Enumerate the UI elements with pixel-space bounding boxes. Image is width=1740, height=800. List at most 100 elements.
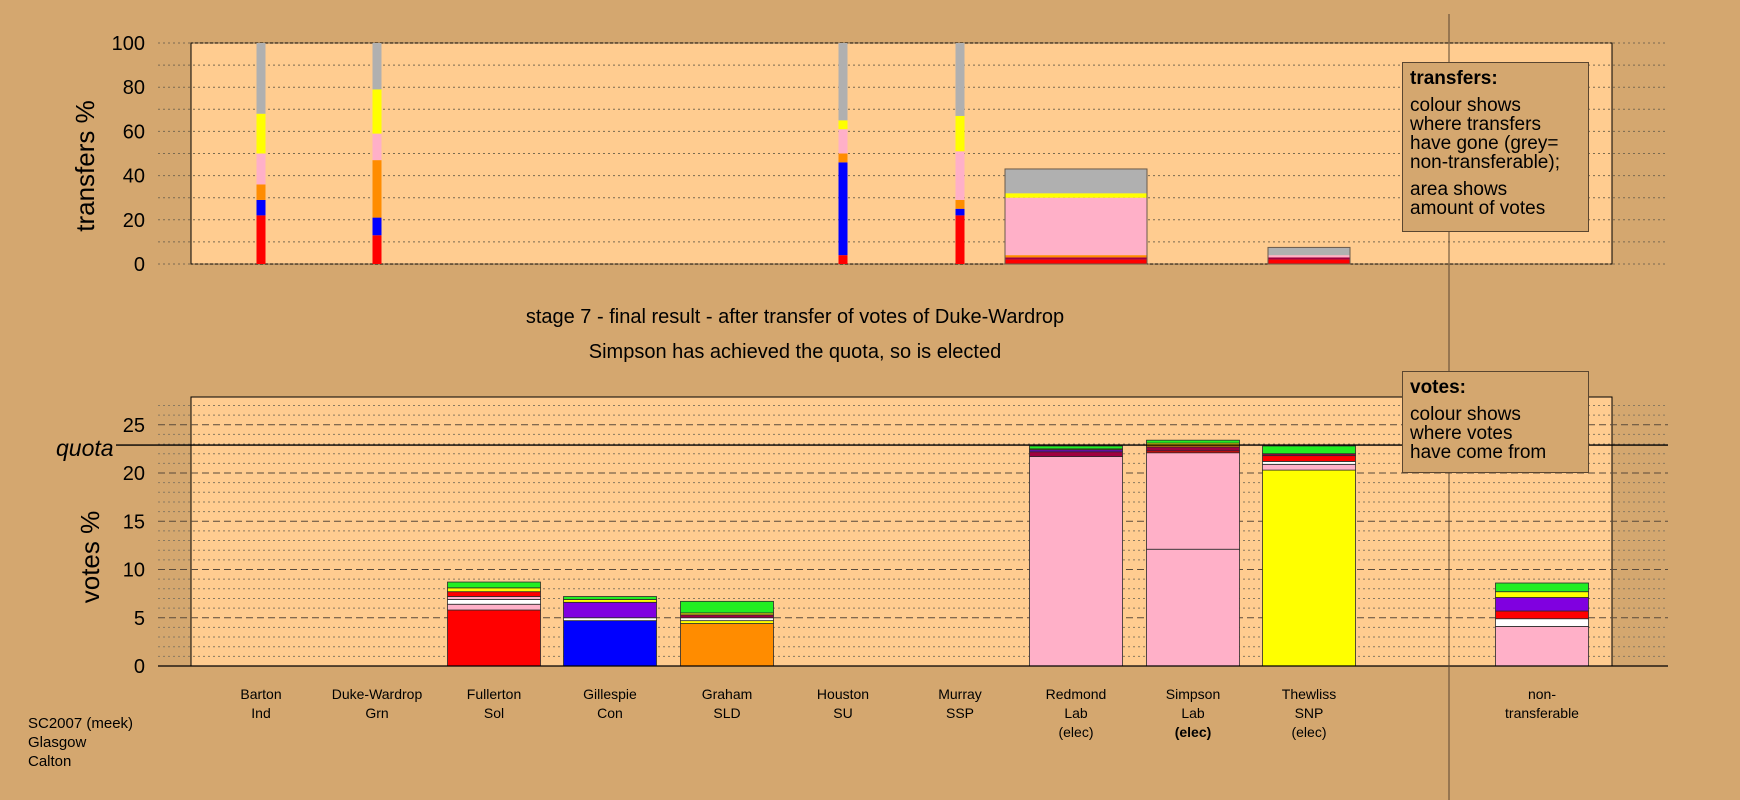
stage-subtitle: Simpson has achieved the quota, so is el…: [589, 341, 1001, 363]
transfer-segment: [955, 115, 965, 152]
votes-tick-label: 15: [123, 511, 145, 533]
candidate-name-label: Fullerton: [467, 686, 521, 702]
transfer-segment: [955, 43, 965, 116]
votes-legend-title: votes:: [1410, 377, 1466, 398]
vote-segment: [680, 623, 774, 667]
candidate-name-label: Barton: [240, 686, 281, 702]
votes-plot-area: [190, 396, 1613, 667]
transfers-plot-area: [190, 42, 1613, 265]
vote-segment: [1495, 626, 1589, 667]
transfers-axis-title: transfers %: [70, 100, 100, 232]
vote-segment: [1495, 591, 1589, 598]
votes-legend: votes: colour shows where votes have com…: [1402, 371, 1589, 473]
transfer-segment: [1005, 257, 1147, 260]
candidate-name-label: Thewliss: [1282, 686, 1336, 702]
transfer-segment: [372, 217, 382, 236]
transfers-legend: transfers: colour shows where transfers …: [1402, 62, 1589, 232]
transfer-segment: [1005, 197, 1147, 256]
transfer-segment: [1005, 255, 1147, 258]
source-line: SC2007 (meek): [28, 715, 134, 732]
transfers-tick-label: 40: [123, 166, 145, 188]
votes-legend-line: where votes: [1410, 423, 1513, 444]
transfer-segment: [256, 199, 266, 216]
candidate-party-label: Lab: [1064, 705, 1088, 721]
vote-segment: [1146, 452, 1240, 550]
transfer-segment: [256, 153, 266, 185]
vote-segment: [1146, 446, 1240, 452]
transfers-legend-line: non-transferable);: [1410, 152, 1560, 173]
candidate-party-label: Sol: [484, 705, 504, 721]
transfers-tick-label: 0: [134, 254, 145, 276]
transfer-segment: [838, 255, 848, 264]
candidate-name-label: Graham: [702, 686, 753, 702]
vote-segment: [1262, 445, 1356, 455]
transfer-segment: [1268, 259, 1350, 264]
votes-tick-label: 0: [134, 656, 145, 678]
transfers-tick-label: 100: [112, 33, 145, 55]
vote-segment: [447, 603, 541, 611]
vote-segment: [563, 601, 657, 619]
transfers-legend-line: amount of votes: [1410, 198, 1546, 219]
transfer-segment: [372, 133, 382, 161]
candidate-party-label: Lab: [1181, 705, 1205, 721]
candidate-labels: Barton Ind Duke-Wardrop Grn Fullerton Sol Gill…: [240, 686, 1579, 740]
votes-panel: 0 5 10 15 20 25: [116, 396, 1668, 678]
transfer-segment: [955, 215, 965, 264]
candidate-party-label: Ind: [251, 705, 270, 721]
transfer-segment: [256, 215, 266, 264]
vote-segment: [447, 591, 541, 597]
votes-axis-title: votes %: [75, 511, 105, 604]
transfers-tick-label: 80: [123, 77, 145, 99]
vote-segment: [563, 599, 657, 603]
transfers-legend-line: area shows: [1410, 179, 1508, 200]
transfer-bar-outline: [1004, 168, 1148, 265]
candidate-status-label: (elec): [1175, 724, 1212, 740]
vote-segment: [680, 614, 774, 619]
transfers-legend-line: have gone (grey=: [1410, 133, 1559, 154]
votes-legend-line: have come from: [1410, 442, 1547, 463]
transfer-segment: [838, 129, 848, 154]
transfer-segment: [372, 235, 382, 264]
candidate-party-label: transferable: [1505, 705, 1579, 721]
vote-segment: [447, 599, 541, 605]
votes-tick-label: 25: [123, 415, 145, 437]
transfer-segment: [955, 208, 965, 216]
vote-segment: [447, 596, 541, 600]
vote-segment: [680, 620, 774, 624]
candidate-name-label: Duke-Wardrop: [332, 686, 423, 702]
vote-segment: [1495, 610, 1589, 620]
candidate-party-label: Grn: [365, 705, 388, 721]
transfers-legend-title: transfers:: [1410, 68, 1498, 89]
source-line: Calton: [28, 753, 72, 770]
vote-segment: [1262, 469, 1356, 667]
candidate-party-label: SSP: [946, 705, 974, 721]
votes-tick-label: 20: [123, 463, 145, 485]
transfer-segment: [256, 113, 266, 154]
transfer-segment: [372, 160, 382, 218]
transfer-segment: [838, 43, 848, 121]
transfer-segment: [1005, 259, 1147, 264]
candidate-status-label: (elec): [1291, 724, 1326, 740]
transfer-segment: [372, 43, 382, 90]
transfer-segment: [838, 153, 848, 163]
transfer-segment: [1268, 257, 1350, 260]
transfers-panel: 0 20 40 60 80 100: [112, 33, 1668, 276]
votes-tick-label: 10: [123, 560, 145, 582]
candidate-name-label: Gillespie: [583, 686, 637, 702]
candidate-name-label: non-: [1528, 686, 1556, 702]
quota-label: quota: [56, 435, 114, 461]
transfers-tick-label: 20: [123, 210, 145, 232]
vote-segment: [1146, 548, 1240, 667]
candidate-party-label: SU: [833, 705, 852, 721]
transfer-segment: [256, 184, 266, 200]
transfers-legend-line: where transfers: [1410, 114, 1541, 135]
vote-segment: [1029, 451, 1123, 457]
candidate-name-label: Redmond: [1046, 686, 1107, 702]
vote-segment: [1495, 582, 1589, 593]
transfer-segment: [955, 151, 965, 200]
vote-segment: [1262, 461, 1356, 465]
transfers-legend-line: colour shows: [1410, 95, 1521, 116]
transfers-tick-label: 60: [123, 121, 145, 143]
vote-segment: [447, 581, 541, 589]
